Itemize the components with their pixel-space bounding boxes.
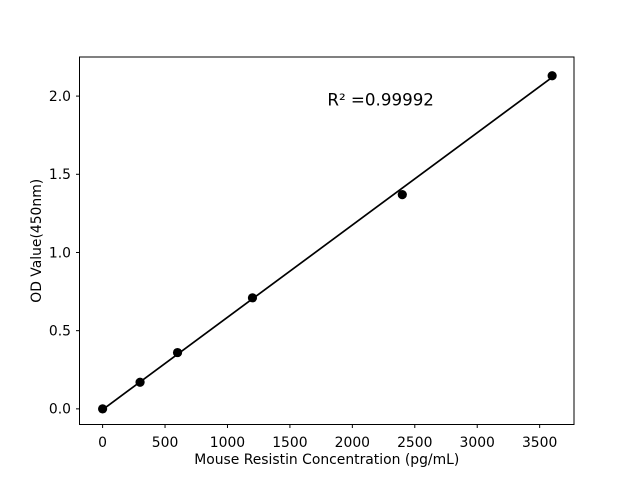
x-tick-label: 0 — [98, 435, 107, 451]
plot-frame — [79, 56, 575, 425]
x-tick-label: 500 — [152, 435, 179, 451]
x-tick-label: 1500 — [272, 435, 307, 451]
y-axis-label: OD Value(450nm) — [29, 179, 45, 303]
fit-line — [102, 76, 553, 411]
y-tick-label: 1.0 — [49, 245, 71, 261]
x-tick-label: 3000 — [460, 435, 495, 451]
y-axis: 0.0 0.5 1.0 1.5 2.0 — [49, 89, 80, 418]
x-tick-label: 3500 — [522, 435, 557, 451]
r-squared-annotation: R² =0.99992 — [327, 90, 434, 110]
y-tick-label: 0.0 — [49, 402, 71, 418]
x-axis-label: Mouse Resistin Concentration (pg/mL) — [194, 452, 459, 468]
data-point — [98, 404, 108, 414]
x-axis: 0 500 1000 1500 2000 2500 3000 3500 — [98, 424, 557, 451]
x-tick-label: 2500 — [397, 435, 432, 451]
data-point — [397, 190, 407, 200]
data-series — [98, 71, 557, 414]
y-tick-label: 0.5 — [49, 323, 71, 339]
x-tick-label: 2000 — [335, 435, 370, 451]
y-tick-label: 2.0 — [49, 89, 71, 105]
y-tick-label: 1.5 — [49, 167, 71, 183]
data-point — [172, 347, 183, 358]
data-point — [247, 293, 258, 303]
x-tick-label: 1000 — [210, 435, 245, 451]
data-point — [547, 71, 557, 81]
data-point — [135, 377, 145, 387]
